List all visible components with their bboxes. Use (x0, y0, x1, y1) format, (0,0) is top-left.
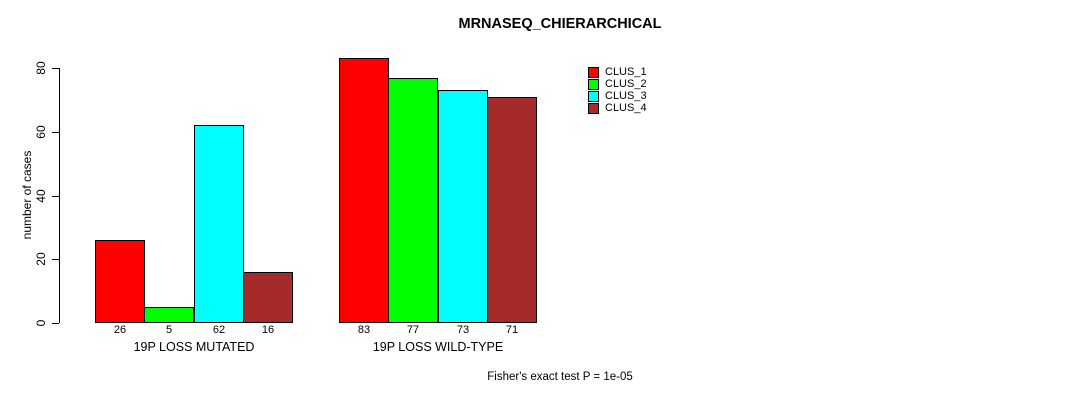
y-tick-label: 80 (34, 61, 48, 75)
bar-value-label: 16 (261, 324, 275, 336)
bar-clus_2-group2 (388, 78, 438, 323)
legend-color-swatch-clus_2 (588, 78, 599, 90)
y-tick-mark (52, 196, 59, 197)
y-tick-mark (52, 68, 59, 69)
bar-value-label: 71 (505, 324, 519, 336)
legend-color-swatch-clus_3 (588, 90, 599, 102)
fisher-test-annotation: Fisher's exact test P = 1e-05 (487, 371, 633, 383)
y-tick-mark (52, 323, 59, 324)
bar-clus_2-group1 (144, 307, 194, 323)
x-group-label: 19P LOSS WILD-TYPE (372, 340, 504, 354)
bar-clus_4-group2 (487, 97, 537, 323)
legend-item-label: CLUS_1 (605, 66, 647, 78)
y-axis-line (59, 68, 60, 323)
y-tick-label: 20 (34, 252, 48, 266)
legend: CLUS_1 CLUS_2 CLUS_3 CLUS_4 (588, 66, 647, 114)
bar-clus_1-group2 (339, 58, 389, 323)
legend-item: CLUS_1 (588, 66, 647, 78)
y-tick-label: 40 (34, 189, 48, 203)
legend-item-label: CLUS_2 (605, 78, 647, 90)
y-tick-label: 60 (34, 125, 48, 139)
legend-item-label: CLUS_4 (605, 102, 647, 114)
bar-clus_3-group1 (194, 125, 244, 323)
bar-value-label: 73 (456, 324, 470, 336)
y-tick-mark (52, 132, 59, 133)
bar-clus_3-group2 (438, 90, 488, 323)
legend-item-label: CLUS_3 (605, 90, 647, 102)
bar-value-label: 26 (113, 324, 127, 336)
bar-value-label: 83 (357, 324, 371, 336)
legend-item: CLUS_4 (588, 102, 647, 114)
y-tick-mark (52, 259, 59, 260)
bar-value-label: 77 (406, 324, 420, 336)
legend-item: CLUS_3 (588, 90, 647, 102)
y-tick-label: 0 (34, 319, 48, 327)
legend-item: CLUS_2 (588, 78, 647, 90)
chart-title: MRNASEQ_CHIERARCHICAL (458, 16, 662, 32)
bar-clus_4-group1 (243, 272, 293, 323)
legend-color-swatch-clus_1 (588, 66, 599, 78)
bar-clus_1-group1 (95, 240, 145, 323)
legend-color-swatch-clus_4 (588, 102, 599, 114)
x-group-label: 19P LOSS MUTATED (133, 340, 255, 354)
bar-value-label: 62 (212, 324, 226, 336)
bar-value-label: 5 (165, 324, 173, 336)
